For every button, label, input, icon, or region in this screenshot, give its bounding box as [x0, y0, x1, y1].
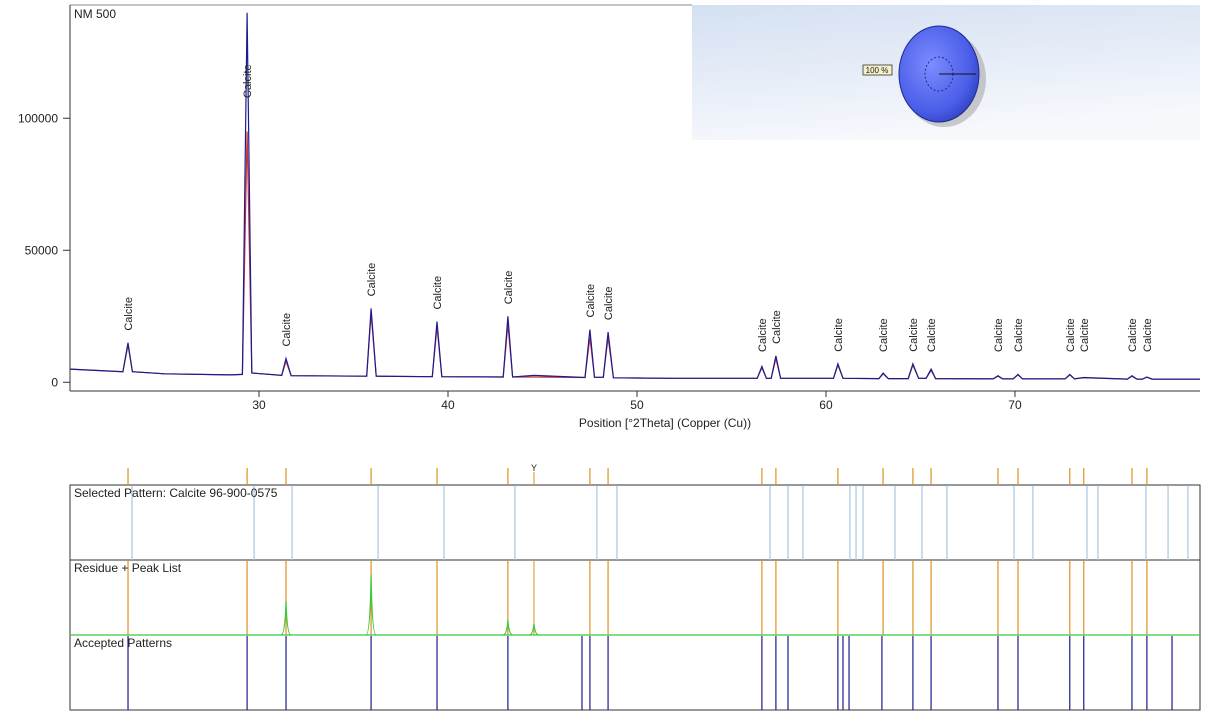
inset-label: 100 %: [866, 66, 889, 75]
peak-label: Calcite: [123, 297, 135, 331]
peak-label: Calcite: [908, 318, 920, 352]
peak-label: Calcite: [603, 286, 615, 320]
peak-label: Calcite: [281, 313, 293, 347]
chart-title: NM 500: [74, 7, 116, 21]
peak-label: Calcite: [833, 318, 845, 352]
y-tick-label: 100000: [18, 111, 58, 125]
pattern-frame: [70, 485, 1200, 710]
peak-label: Calcite: [585, 284, 597, 318]
peak-label: Calcite: [1142, 318, 1154, 352]
peak-label: Calcite: [432, 276, 444, 310]
peak-label: Calcite: [771, 310, 783, 344]
peak-label: Calcite: [503, 271, 515, 305]
peak-label: Calcite: [1065, 318, 1077, 352]
peak-label: Calcite: [1079, 318, 1091, 352]
x-tick-label: 40: [441, 398, 455, 412]
strip-label: Selected Pattern: Calcite 96-900-0575: [74, 486, 278, 500]
peak-label: Calcite: [926, 318, 938, 352]
x-tick-label: 30: [252, 398, 266, 412]
x-axis-label: Position [°2Theta] (Copper (Cu)): [579, 416, 751, 430]
peak-label: Calcite: [1013, 318, 1025, 352]
pattern-line: [70, 132, 1200, 380]
strip-label: Residue + Peak List: [74, 561, 182, 575]
x-tick-label: 50: [630, 398, 644, 412]
y-tick-label: 50000: [25, 243, 59, 257]
peak-label: Calcite: [1127, 318, 1139, 352]
y-tick-label: 0: [51, 375, 58, 389]
strip-label: Accepted Patterns: [74, 636, 172, 650]
peak-label: Calcite: [366, 263, 378, 297]
peak-label: Calcite: [242, 64, 254, 98]
x-tick-label: 70: [1008, 398, 1022, 412]
marker-label: Y: [531, 463, 537, 473]
peak-label: Calcite: [993, 318, 1005, 352]
xrd-screen: 100 % NM 500 Position [°2Theta] (Copper …: [0, 0, 1205, 713]
peak-label: Calcite: [878, 318, 890, 352]
peak-label: Calcite: [757, 318, 769, 352]
x-tick-label: 60: [819, 398, 833, 412]
